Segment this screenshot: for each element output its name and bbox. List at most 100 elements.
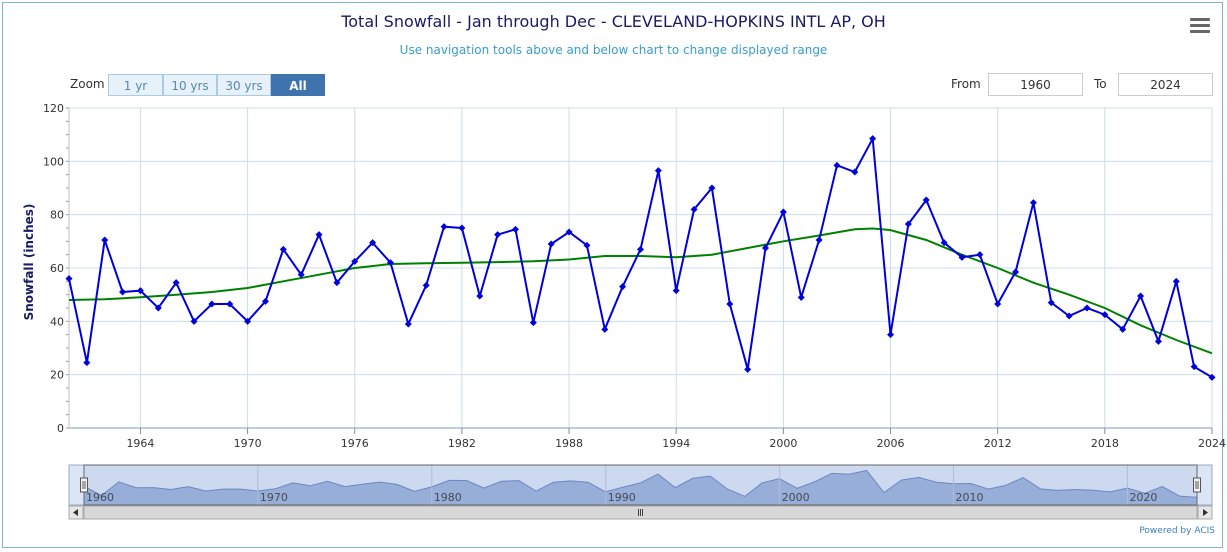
from-input[interactable]: 1960 — [988, 73, 1083, 96]
data-point[interactable] — [65, 275, 73, 283]
data-point[interactable] — [922, 196, 930, 204]
data-point[interactable] — [119, 288, 127, 296]
data-point[interactable] — [976, 251, 984, 259]
zoom-label: Zoom — [70, 77, 105, 91]
x-tick-label: 1994 — [662, 437, 690, 450]
data-point[interactable] — [619, 283, 627, 291]
data-point[interactable] — [83, 359, 91, 367]
data-point[interactable] — [1101, 311, 1109, 319]
data-point[interactable] — [476, 292, 484, 300]
arrow-right-icon — [1203, 509, 1208, 516]
data-point[interactable] — [351, 257, 359, 265]
data-point[interactable] — [226, 300, 234, 308]
data-point[interactable] — [797, 293, 805, 301]
data-point[interactable] — [529, 319, 537, 327]
navigator-tick-label: 1960 — [86, 491, 114, 504]
zoom-1yr-button[interactable]: 1 yr — [108, 74, 163, 96]
data-point[interactable] — [1190, 363, 1198, 371]
snowfall-line — [68, 135, 1213, 379]
navigator[interactable]: 1960 1970 1980 1990 2000 2010 2020 — [68, 464, 1213, 520]
data-point[interactable] — [333, 279, 341, 287]
data-point[interactable] — [940, 239, 948, 247]
data-point[interactable] — [601, 325, 609, 333]
data-point[interactable] — [779, 208, 787, 216]
data-point[interactable] — [422, 281, 430, 289]
x-tick-label: 1970 — [234, 437, 262, 450]
navigator-area — [83, 469, 1198, 506]
navigator-tick-label: 2010 — [956, 491, 984, 504]
data-point[interactable] — [208, 300, 216, 308]
data-point[interactable] — [440, 223, 448, 231]
data-point[interactable] — [1065, 312, 1073, 320]
data-point[interactable] — [672, 287, 680, 295]
data-point[interactable] — [244, 317, 252, 325]
data-point[interactable] — [172, 279, 180, 287]
navigator-tick-label: 1970 — [260, 491, 288, 504]
grid — [69, 107, 1213, 429]
data-point[interactable] — [726, 300, 734, 308]
data-point[interactable] — [136, 287, 144, 295]
data-point[interactable] — [851, 168, 859, 176]
data-point[interactable] — [654, 167, 662, 175]
data-point[interactable] — [1012, 268, 1020, 276]
data-point[interactable] — [1154, 337, 1162, 345]
data-point[interactable] — [458, 224, 466, 232]
y-tick-label: 80 — [50, 209, 64, 222]
data-point[interactable] — [708, 184, 716, 192]
data-point[interactable] — [565, 228, 573, 236]
zoom-all-button[interactable]: All — [271, 74, 325, 96]
to-input[interactable]: 2024 — [1118, 73, 1213, 96]
data-point[interactable] — [1172, 277, 1180, 285]
data-point[interactable] — [1137, 292, 1145, 300]
data-point[interactable] — [511, 225, 519, 233]
data-point[interactable] — [869, 135, 877, 143]
data-point[interactable] — [1029, 199, 1037, 207]
data-point[interactable] — [833, 161, 841, 169]
navigator-left-handle[interactable] — [80, 477, 88, 493]
data-point[interactable] — [386, 259, 394, 267]
hamburger-menu-icon[interactable] — [1190, 18, 1210, 36]
x-tick-label: 2018 — [1091, 437, 1119, 450]
y-tick-label: 60 — [50, 262, 64, 275]
data-point[interactable] — [1083, 304, 1091, 312]
data-point[interactable] — [637, 245, 644, 253]
navigator-right-handle[interactable] — [1193, 477, 1201, 493]
x-tick-label: 1964 — [126, 437, 154, 450]
data-point[interactable] — [583, 241, 591, 249]
data-point[interactable] — [547, 240, 555, 248]
data-point[interactable] — [887, 331, 895, 339]
powered-by-link[interactable]: Powered by ACIS — [1139, 526, 1215, 536]
data-point[interactable] — [744, 365, 752, 373]
data-point[interactable] — [190, 317, 198, 325]
data-point[interactable] — [315, 231, 323, 239]
data-point[interactable] — [101, 236, 109, 244]
data-point[interactable] — [297, 271, 305, 279]
data-point[interactable] — [958, 253, 966, 261]
data-point[interactable] — [261, 297, 269, 305]
zoom-10yrs-button[interactable]: 10 yrs — [163, 74, 217, 96]
x-tick-label: 2024 — [1198, 437, 1226, 450]
arrow-left-icon — [73, 509, 78, 516]
y-tick-label: 20 — [50, 369, 64, 382]
navigator-tick-label: 1990 — [608, 491, 636, 504]
data-point[interactable] — [404, 320, 412, 328]
x-tick-label: 2000 — [769, 437, 797, 450]
data-point[interactable] — [1119, 325, 1127, 333]
data-point[interactable] — [369, 239, 377, 247]
data-point[interactable] — [154, 304, 162, 312]
data-point[interactable] — [815, 236, 823, 244]
y-axis-label: Snowfall (inches) — [22, 204, 36, 321]
navigator-selection[interactable] — [83, 464, 1198, 506]
data-point[interactable] — [762, 244, 770, 252]
data-point[interactable] — [994, 300, 1002, 308]
data-point[interactable] — [279, 245, 287, 253]
chart-subtitle: Use navigation tools above and below cha… — [399, 43, 828, 57]
data-point[interactable] — [1047, 299, 1055, 307]
data-point[interactable] — [494, 231, 502, 239]
data-point[interactable] — [690, 205, 698, 213]
chart-title: Total Snowfall - Jan through Dec - CLEVE… — [341, 12, 886, 31]
data-point[interactable] — [904, 220, 912, 228]
data-point[interactable] — [1208, 373, 1216, 381]
zoom-30yrs-button[interactable]: 30 yrs — [217, 74, 271, 96]
